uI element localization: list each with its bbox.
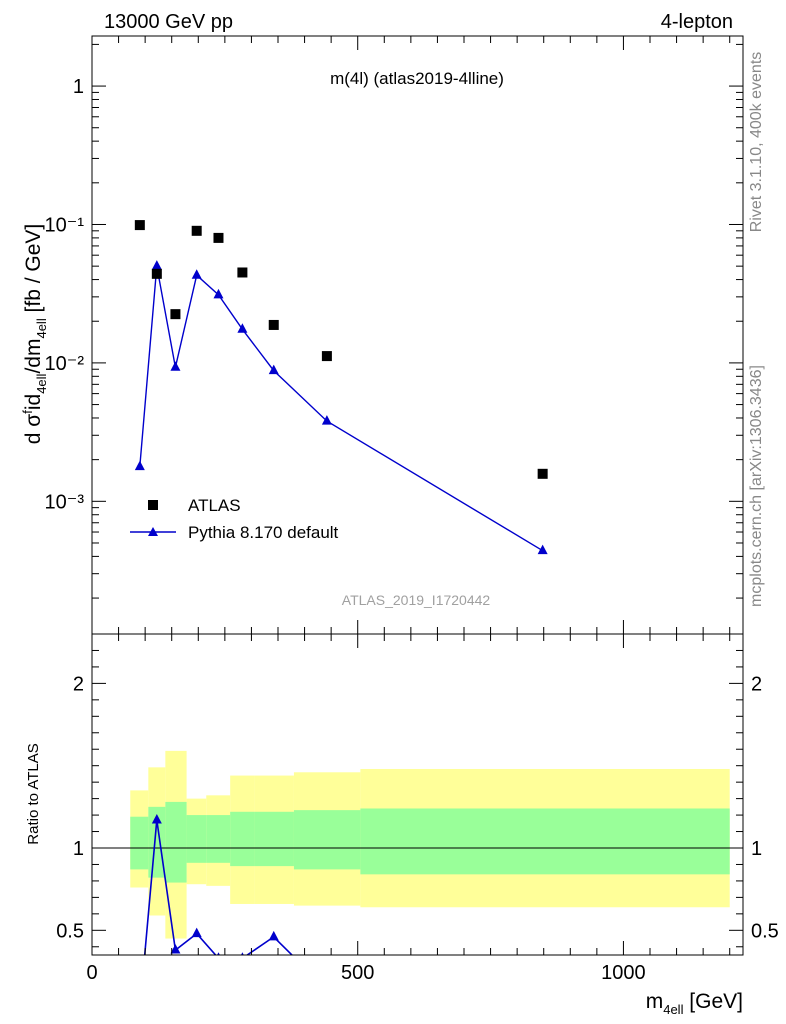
main-panel-frame	[91, 35, 744, 635]
pythia-point	[237, 323, 248, 333]
ratio-panel-frame	[91, 633, 744, 956]
header-left-label: 13000 GeV pp	[104, 11, 233, 33]
legend-pythia-marker	[148, 527, 158, 536]
ratio-point	[151, 814, 162, 824]
main-y-axis-title: d σfid4ell/dm4ell [fb / GeV]	[20, 224, 49, 445]
ratio-point	[217, 952, 220, 955]
atlas-point	[151, 268, 162, 279]
atlas-point	[268, 319, 279, 330]
main-y-tick-label: 1	[73, 76, 84, 98]
ratio-uncertainty-inner-band	[130, 801, 730, 883]
main-y-tick-labels: 1 10⁻¹ 10⁻² 10⁻³	[45, 76, 85, 513]
x-axis-title: m4ell [GeV]	[646, 990, 743, 1017]
pythia-point	[213, 288, 224, 299]
main-plot-title: m(4l) (atlas2019-4lline)	[330, 69, 504, 88]
ratio-y-tick-label-right: 1	[751, 838, 762, 860]
main-y-tick-label: 10⁻²	[45, 353, 85, 375]
inner-band-bin	[186, 815, 207, 863]
svg-text:m4ell [GeV]: m4ell [GeV]	[646, 990, 743, 1017]
atlas-point	[537, 468, 548, 479]
ratio-pythia-markers	[135, 814, 548, 1014]
main-panel: 1 10⁻¹ 10⁻² 10⁻³ m(4l) (atlas2019-4lline) A…	[45, 35, 744, 635]
ratio-point	[191, 927, 202, 938]
pythia-point	[537, 544, 548, 555]
pythia-point	[321, 415, 332, 425]
side-label-rivet: Rivet 3.1.10, 400k events	[748, 52, 765, 233]
pythia-point	[191, 269, 202, 279]
header-right-label: 4-lepton	[661, 11, 733, 33]
x-tick-label: 1000	[601, 962, 646, 984]
ratio-y-tick-labels: 0.5 0.5 1 1 2 2	[56, 673, 779, 942]
inner-band-bin	[165, 801, 187, 883]
ratio-y-axis-title: Ratio to ATLAS	[25, 743, 42, 844]
ratio-panel: 0.5 0.5 1 1 2 2 0 500 1000 Ratio to ATLAS	[25, 633, 779, 1014]
inner-band-bin	[293, 810, 361, 870]
atlas-point	[321, 351, 332, 362]
inner-band-bin	[360, 808, 730, 875]
inner-band-bin	[230, 811, 255, 867]
atlas-markers	[134, 220, 548, 479]
ratio-point	[240, 952, 244, 955]
pythia-point	[134, 460, 145, 471]
atlas-point	[134, 220, 145, 231]
x-tick-label: 500	[341, 962, 374, 984]
legend-pythia-label: Pythia 8.170 default	[188, 523, 339, 542]
ratio-panel-ticks	[91, 633, 743, 955]
side-label-mcplots: mcplots.cern.ch [arXiv:1306.3436]	[748, 365, 765, 607]
main-y-tick-label: 10⁻³	[45, 491, 85, 513]
inner-band-bin	[206, 815, 231, 863]
pythia-point	[151, 260, 162, 270]
legend-atlas-marker	[148, 500, 158, 510]
main-panel-ticks	[91, 36, 743, 634]
pythia-point	[170, 361, 181, 371]
ratio-point	[268, 930, 279, 941]
legend-atlas-label: ATLAS	[188, 496, 241, 515]
pythia-markers	[134, 260, 548, 555]
inner-band-bin	[254, 811, 294, 867]
inner-band-bin	[130, 816, 149, 870]
ratio-y-tick-label-right: 0.5	[751, 920, 779, 942]
main-watermark: ATLAS_2019_I1720442	[342, 592, 491, 608]
ratio-pythia-line	[143, 819, 294, 955]
ratio-y-tick-label-right: 2	[751, 673, 762, 695]
svg-text:d σfid4ell/dm4ell [fb / GeV]: d σfid4ell/dm4ell [fb / GeV]	[20, 224, 49, 445]
ratio-point	[135, 1004, 145, 1014]
x-tick-labels: 0 500 1000	[86, 962, 645, 984]
ratio-y-tick-label-left: 0.5	[56, 920, 84, 942]
atlas-point	[237, 267, 248, 278]
pythia-point	[268, 364, 279, 375]
ratio-y-tick-label-left: 1	[73, 838, 84, 860]
atlas-point	[170, 309, 181, 320]
main-y-tick-label: 10⁻¹	[45, 214, 85, 236]
ratio-point	[538, 980, 548, 990]
legend: ATLAS Pythia 8.170 default	[130, 496, 339, 542]
ratio-y-tick-label-left: 2	[73, 673, 84, 695]
x-tick-label: 0	[86, 962, 97, 984]
atlas-point	[191, 225, 202, 236]
atlas-point	[213, 232, 224, 243]
ratio-point	[170, 944, 181, 954]
ratio-point	[322, 984, 332, 994]
